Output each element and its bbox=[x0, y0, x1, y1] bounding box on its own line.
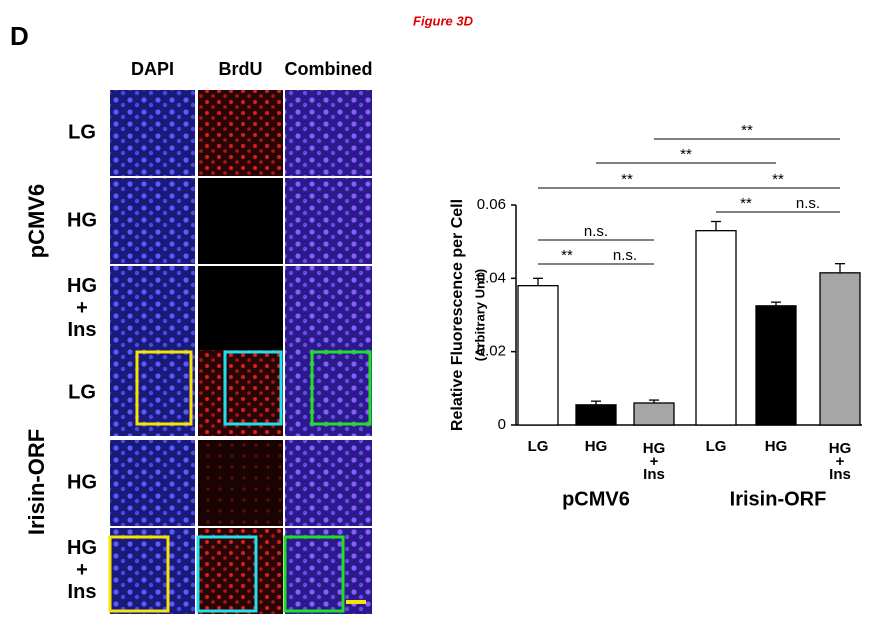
significance-label: ** bbox=[740, 195, 752, 212]
row-label: LG bbox=[68, 121, 96, 143]
x-tick-label: HG + Ins bbox=[829, 440, 852, 483]
significance-label: ** bbox=[680, 146, 692, 163]
micrograph bbox=[110, 440, 195, 526]
column-header: DAPI bbox=[131, 59, 174, 79]
bar bbox=[755, 305, 797, 426]
micrograph bbox=[198, 350, 283, 436]
group-label: Irisin-ORF bbox=[24, 429, 49, 535]
x-tick-label: HG bbox=[585, 438, 608, 455]
row-label: HG bbox=[67, 471, 97, 493]
group-label: pCMV6 bbox=[24, 184, 49, 259]
micrograph bbox=[285, 350, 372, 436]
micrograph bbox=[285, 528, 372, 614]
significance-label: ** bbox=[741, 122, 753, 139]
micrograph bbox=[198, 178, 283, 264]
group-label: pCMV6 bbox=[562, 488, 630, 510]
micrograph bbox=[285, 178, 372, 264]
micrograph bbox=[198, 90, 283, 176]
row-label: LG bbox=[68, 381, 96, 403]
bar bbox=[575, 404, 617, 426]
significance-label: n.s. bbox=[584, 223, 608, 240]
y-axis-sublabel: (Arbitrary Unit) bbox=[472, 269, 487, 361]
group-label: Irisin-ORF bbox=[730, 488, 827, 510]
micrograph bbox=[110, 528, 195, 614]
x-tick-label: LG bbox=[706, 438, 727, 455]
bar bbox=[633, 402, 675, 426]
y-tick-label: 0.04 bbox=[477, 269, 506, 286]
significance-label: ** bbox=[772, 171, 784, 188]
bar bbox=[819, 272, 861, 426]
highlight-boxes bbox=[108, 350, 372, 613]
y-tick-label: 0 bbox=[498, 416, 506, 433]
significance-label: ** bbox=[561, 247, 573, 264]
micrograph bbox=[110, 350, 195, 436]
micrograph bbox=[198, 266, 283, 352]
x-tick-label: HG + Ins bbox=[643, 440, 666, 483]
column-header: Combined bbox=[285, 59, 373, 79]
micrograph bbox=[285, 266, 372, 352]
micrograph bbox=[110, 178, 195, 264]
y-tick-label: 0.06 bbox=[477, 196, 506, 213]
micrograph bbox=[285, 440, 372, 526]
column-header: BrdU bbox=[219, 59, 263, 79]
x-tick-label: LG bbox=[528, 438, 549, 455]
significance-label: n.s. bbox=[796, 195, 820, 212]
micrograph bbox=[110, 266, 195, 352]
bar bbox=[517, 285, 559, 426]
row-label: HG bbox=[67, 209, 97, 231]
figure-title: Figure 3D bbox=[413, 13, 474, 28]
row-label: HG + Ins bbox=[67, 275, 97, 341]
bar bbox=[695, 230, 737, 426]
significance-label: ** bbox=[621, 171, 633, 188]
y-tick-label: 0.02 bbox=[477, 343, 506, 360]
micrograph bbox=[285, 90, 372, 176]
micrograph bbox=[198, 528, 283, 614]
x-tick-label: HG bbox=[765, 438, 788, 455]
figure-label: D bbox=[10, 21, 29, 51]
significance-label: n.s. bbox=[613, 247, 637, 264]
y-axis-label: Relative Fluorescence per Cell bbox=[449, 199, 466, 431]
image-grid bbox=[110, 90, 372, 614]
micrograph bbox=[110, 90, 195, 176]
row-label: HG + Ins bbox=[67, 537, 97, 603]
micrograph bbox=[198, 440, 283, 526]
